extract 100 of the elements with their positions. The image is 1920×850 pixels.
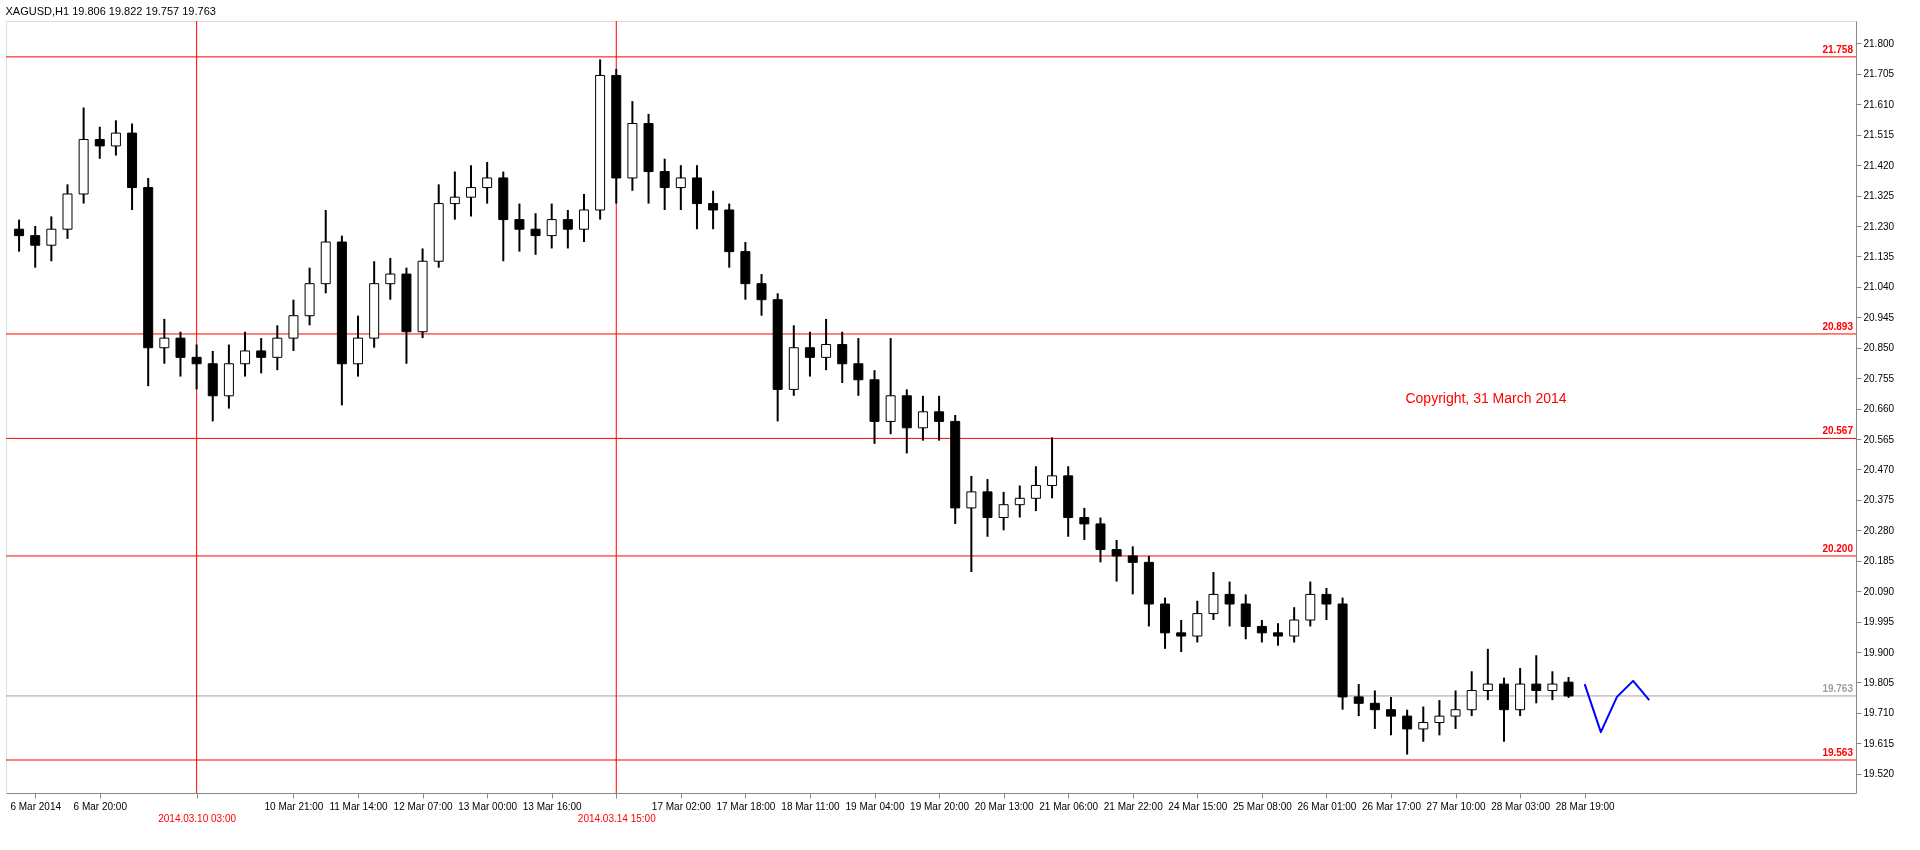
y-tick-label: 20.375	[1863, 494, 1895, 506]
candlestick	[14, 218, 25, 253]
candlestick	[1014, 484, 1025, 519]
candlestick	[30, 225, 41, 269]
x-tick-label: 27 Mar 10:00	[1426, 800, 1486, 812]
y-tick-label: 21.325	[1863, 190, 1895, 202]
candlestick	[1386, 695, 1396, 737]
candlestick	[1256, 619, 1267, 644]
x-tick-label: 6 Mar 20:00	[73, 800, 128, 812]
x-tick-label: 21 Mar 22:00	[1103, 800, 1164, 812]
x-tick-label: 25 Mar 08:00	[1232, 800, 1293, 812]
y-tick-label: 19.710	[1863, 707, 1895, 719]
candlestick	[1208, 570, 1219, 622]
candlestick	[514, 202, 525, 253]
y-tick-label: 20.945	[1863, 311, 1895, 323]
candlestick	[853, 337, 864, 397]
y-tick-label: 21.800	[1863, 37, 1895, 49]
y-tick-label: 20.185	[1863, 555, 1895, 567]
x-tick-label: 17 Mar 02:00	[651, 800, 712, 812]
candlestick	[998, 490, 1009, 532]
ref-line-label: 19.563	[1822, 747, 1854, 759]
candlestick	[385, 257, 396, 301]
candlestick	[804, 330, 815, 378]
candlestick	[1321, 586, 1332, 622]
candlestick	[1434, 699, 1445, 737]
candlestick	[966, 474, 977, 573]
candlestick	[917, 394, 928, 442]
y-tick-label: 19.805	[1863, 676, 1895, 688]
ref-line-label: 20.567	[1822, 425, 1854, 437]
candlestick	[1482, 647, 1493, 702]
y-tick-label: 20.565	[1863, 433, 1895, 445]
candlestick	[1111, 538, 1122, 583]
ref-line-label: 20.200	[1822, 542, 1854, 554]
x-tick-label: 17 Mar 18:00	[716, 800, 776, 812]
y-tick-label: 20.470	[1863, 463, 1895, 475]
candlestick	[1547, 670, 1558, 702]
y-tick-label: 21.515	[1863, 129, 1895, 141]
x-tick-label: 2014.03.14 15:00	[577, 812, 657, 824]
y-tick-label: 21.420	[1863, 159, 1895, 171]
candlestick	[240, 330, 251, 378]
candlestick	[1402, 708, 1413, 756]
candlestick	[1531, 654, 1542, 705]
ref-line-label: 20.893	[1822, 320, 1854, 332]
y-tick-label: 19.615	[1863, 737, 1895, 749]
candlestick	[1369, 689, 1380, 730]
candlestick	[1079, 506, 1090, 541]
x-tick-label: 13 Mar 16:00	[522, 800, 583, 812]
chart-title: XAGUSD,H1 19.806 19.822 19.757 19.763	[5, 4, 216, 17]
y-tick-label: 21.230	[1863, 220, 1895, 232]
candlestick	[175, 330, 186, 378]
candlestick	[675, 164, 686, 211]
candlestick	[934, 394, 945, 442]
candlestick	[94, 125, 105, 160]
y-tick-label: 21.705	[1863, 68, 1895, 80]
x-tick-label: 11 Mar 14:00	[329, 800, 389, 812]
candlestick	[1127, 545, 1138, 596]
y-tick-label: 20.280	[1863, 524, 1895, 536]
line-series	[1583, 679, 1651, 734]
candlestick	[1047, 436, 1058, 500]
y-tick-label: 21.610	[1863, 98, 1895, 110]
y-tick-label: 20.850	[1863, 342, 1895, 354]
candlestick	[821, 317, 832, 372]
x-tick-label: 13 Mar 00:00	[458, 800, 518, 812]
x-tick-label: 19 Mar 20:00	[910, 800, 970, 812]
x-tick-label: 20 Mar 13:00	[974, 800, 1035, 812]
candlestick	[1466, 670, 1477, 718]
x-tick-label: 2014.03.10 03:00	[158, 812, 237, 824]
candlestick	[191, 343, 202, 391]
candlestick	[837, 330, 848, 384]
candlestick	[449, 170, 460, 221]
candlestick	[482, 160, 493, 205]
candlestick	[546, 202, 557, 250]
y-tick-label: 21.040	[1863, 281, 1895, 293]
candlestick	[1563, 676, 1574, 699]
candlestick	[1418, 705, 1429, 743]
y-tick-label: 21.135	[1863, 250, 1895, 262]
candlestick	[1176, 619, 1187, 654]
x-tick-label: 24 Mar 15:00	[1168, 800, 1228, 812]
y-tick-label: 20.755	[1863, 372, 1895, 384]
x-tick-label: 18 Mar 11:00	[781, 800, 840, 812]
candlestick	[1224, 580, 1235, 628]
candlestick	[1273, 622, 1284, 647]
candlestick	[659, 157, 670, 211]
candlestick	[1289, 606, 1300, 644]
annotation: Copyright, 31 March 2014	[1405, 390, 1567, 407]
candlestick	[256, 337, 267, 375]
candlestick	[1450, 689, 1461, 730]
candlestick	[1030, 465, 1041, 513]
candlestick	[1192, 599, 1203, 644]
y-tick-label: 19.520	[1863, 768, 1895, 780]
x-tick-label: 6 Mar 2014	[10, 800, 62, 812]
candlestick	[756, 273, 767, 317]
candlestick	[530, 212, 541, 256]
x-tick-label: 21 Mar 06:00	[1039, 800, 1099, 812]
x-tick-label: 12 Mar 07:00	[393, 800, 453, 812]
candlestick	[466, 164, 476, 218]
candlestick	[562, 209, 573, 250]
ref-line-label: 19.763	[1822, 682, 1854, 694]
candlestick	[159, 317, 170, 365]
candlestick	[46, 215, 57, 263]
